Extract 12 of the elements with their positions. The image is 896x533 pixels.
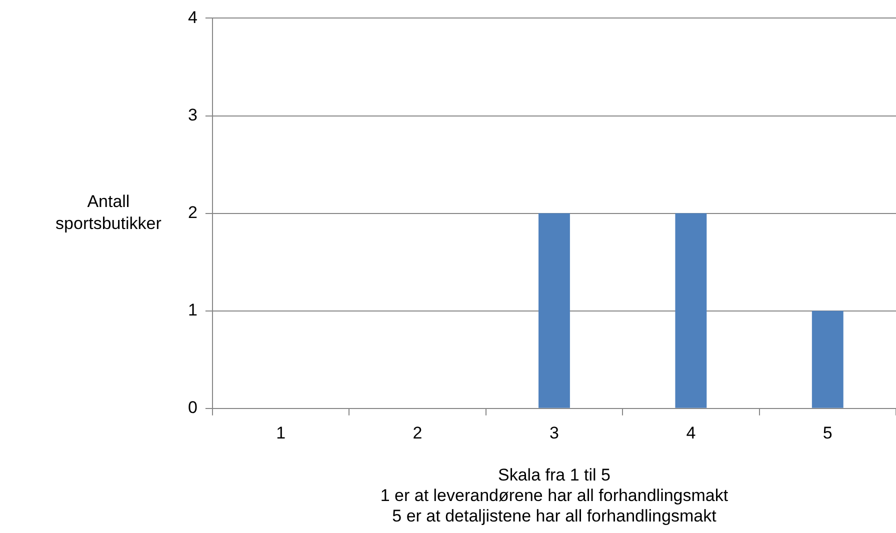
y-tick-label: 0 bbox=[188, 398, 198, 418]
x-axis-title: Skala fra 1 til 5 1 er at leverandørene har all forhandlingsmakt 5 er at detaljistene har all forhandlingsmakt bbox=[380, 466, 728, 526]
y-tick-label: 1 bbox=[188, 300, 198, 320]
y-axis-title: Antall sportsbutikker bbox=[56, 192, 162, 233]
x-tick-label: 2 bbox=[412, 423, 422, 442]
x-tick-label: 1 bbox=[276, 423, 286, 442]
y-tick-label: 3 bbox=[188, 105, 198, 124]
x-tick-label: 4 bbox=[686, 423, 696, 442]
x-tick-label: 3 bbox=[549, 423, 559, 442]
x-tick-label: 5 bbox=[822, 423, 832, 442]
y-tick-label: 2 bbox=[188, 202, 198, 222]
y-tick-label: 4 bbox=[188, 8, 198, 27]
